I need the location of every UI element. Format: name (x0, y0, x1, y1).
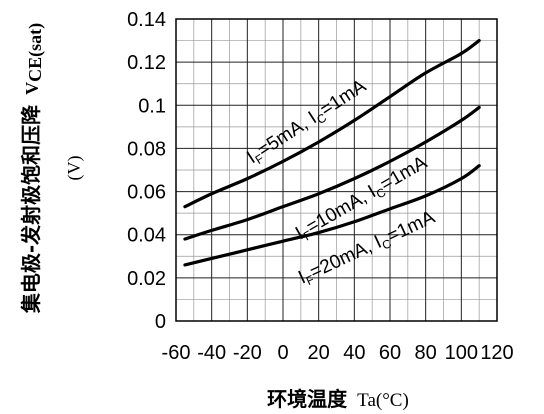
grid-major (176, 19, 497, 321)
y-tick-label: 0.02 (127, 268, 166, 290)
plot-frame (175, 18, 498, 322)
y-axis-unit: (V) (64, 156, 85, 181)
y-tick-label: 0.08 (127, 138, 166, 160)
x-tick-label: -20 (233, 342, 262, 364)
x-tick-label: 100 (445, 342, 478, 364)
x-tick-labels: -60 -40 -20 0 20 40 60 80 100 120 (162, 342, 514, 364)
y-tick-labels: 0 0.02 0.04 0.06 0.08 0.1 0.12 0.14 (127, 9, 166, 333)
x-axis-label: 环境温度 Ta(°C) (267, 387, 409, 411)
y-tick-label: 0.1 (138, 95, 166, 117)
x-tick-label: 60 (379, 342, 401, 364)
x-tick-label: 40 (343, 342, 365, 364)
y-tick-label: 0.04 (127, 225, 166, 247)
x-tick-label: -40 (197, 342, 226, 364)
y-tick-label: 0.14 (127, 9, 166, 31)
x-tick-label: 0 (277, 342, 288, 364)
y-axis-label: 集电极-发射极饱和压降VCE(sat) (19, 23, 46, 314)
y-tick-label: 0 (155, 311, 166, 333)
y-tick-label: 0.06 (127, 182, 166, 204)
x-tick-label: 20 (308, 342, 330, 364)
series-line-1 (183, 105, 481, 241)
x-tick-label: 80 (415, 342, 437, 364)
grid-minor (176, 19, 497, 321)
series-lines (183, 38, 481, 267)
x-tick-label: 120 (480, 342, 513, 364)
x-tick-label: -60 (162, 342, 191, 364)
y-tick-label: 0.12 (127, 52, 166, 74)
series-line-2 (183, 164, 481, 267)
series-line-0 (183, 38, 481, 209)
